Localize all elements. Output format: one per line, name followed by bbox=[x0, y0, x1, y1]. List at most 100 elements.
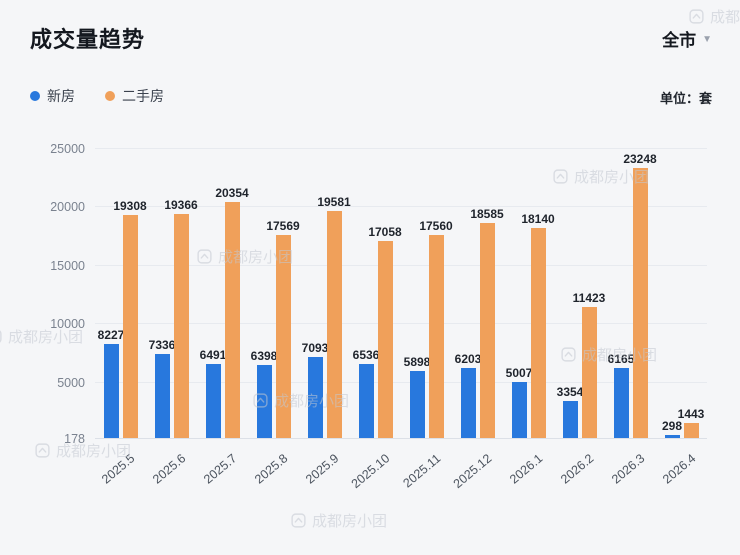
gridline bbox=[95, 148, 707, 149]
bar-column: 7336 bbox=[149, 339, 175, 438]
bar-value-label: 11423 bbox=[572, 290, 606, 305]
bar-group-2026.3: 6165 23248 bbox=[605, 148, 657, 438]
bar-group-2025.7: 6491 20354 bbox=[197, 148, 249, 438]
bar-group-2025.6: 7336 19366 bbox=[146, 148, 198, 438]
bar-secondhand-2026.1[interactable] bbox=[530, 228, 546, 438]
bar-new-house-2025.6[interactable] bbox=[154, 354, 170, 438]
watermark-logo-icon bbox=[689, 9, 704, 24]
y-axis-tick-label: 10000 bbox=[50, 317, 85, 332]
bar-column: 23248 bbox=[623, 153, 657, 438]
bar-column: 5007 bbox=[506, 367, 532, 438]
bar-new-house-2025.9[interactable] bbox=[307, 357, 323, 438]
bar-value-label: 18585 bbox=[470, 206, 504, 221]
legend-dot-secondhand bbox=[105, 91, 115, 101]
x-axis-tick-label: 2026.1 bbox=[506, 451, 545, 487]
bar-value-label: 5898 bbox=[403, 355, 431, 370]
bar-value-label: 6165 bbox=[607, 352, 635, 367]
bar-secondhand-2025.10[interactable] bbox=[377, 240, 393, 438]
bar-secondhand-2025.11[interactable] bbox=[428, 234, 444, 438]
bar-column: 7093 bbox=[302, 342, 328, 438]
y-axis-tick-label: 178 bbox=[64, 432, 85, 446]
chevron-down-icon: ▼ bbox=[702, 34, 712, 45]
bar-column: 11423 bbox=[573, 292, 605, 438]
bar-column: 6398 bbox=[251, 350, 277, 438]
bar-secondhand-2025.6[interactable] bbox=[173, 213, 189, 438]
bar-value-label: 5007 bbox=[505, 365, 533, 380]
x-axis-tick-label: 2025.6 bbox=[149, 451, 188, 487]
bar-column: 1443 bbox=[678, 408, 704, 438]
bar-secondhand-2026.3[interactable] bbox=[632, 168, 648, 438]
bar-new-house-2025.11[interactable] bbox=[409, 371, 425, 438]
bar-value-label: 6203 bbox=[454, 351, 482, 366]
bar-column: 19308 bbox=[113, 200, 147, 438]
gridline bbox=[95, 264, 707, 266]
bar-column: 6536 bbox=[353, 349, 379, 438]
bar-value-label: 3354 bbox=[556, 384, 584, 399]
bar-column: 17058 bbox=[368, 226, 402, 438]
x-axis-tick-label: 2025.9 bbox=[302, 451, 341, 487]
legend-item-new-house[interactable]: 新房 bbox=[30, 86, 75, 106]
bar-column: 19366 bbox=[164, 199, 198, 438]
x-axis-tick-label: 2025.12 bbox=[450, 451, 494, 492]
bar-secondhand-2026.2[interactable] bbox=[581, 306, 597, 438]
bar-value-label: 17058 bbox=[368, 224, 402, 239]
bar-value-label: 19308 bbox=[113, 198, 147, 213]
bar-value-label: 6398 bbox=[250, 349, 278, 364]
bar-column: 17560 bbox=[419, 220, 453, 438]
bar-secondhand-2025.5[interactable] bbox=[122, 214, 138, 438]
bar-new-house-2026.1[interactable] bbox=[511, 381, 527, 438]
bar-secondhand-2025.9[interactable] bbox=[326, 211, 342, 438]
bar-value-label: 6536 bbox=[352, 347, 380, 362]
bar-new-house-2026.3[interactable] bbox=[613, 368, 629, 438]
bar-column: 3354 bbox=[557, 386, 583, 438]
bar-column: 18585 bbox=[470, 208, 504, 438]
bar-group-2026.4: 298 1443 bbox=[656, 148, 707, 438]
watermark: 成都房小团 bbox=[688, 6, 740, 27]
bar-column: 6165 bbox=[608, 353, 634, 438]
x-axis-tick-label: 2026.2 bbox=[557, 451, 596, 487]
region-selector[interactable]: 全市 ▼ bbox=[662, 26, 712, 51]
bar-group-2025.10: 6536 17058 bbox=[350, 148, 402, 438]
legend-item-secondhand[interactable]: 二手房 bbox=[105, 86, 164, 106]
bar-group-2025.5: 8227 19308 bbox=[95, 148, 147, 438]
gridline bbox=[95, 381, 707, 383]
bar-secondhand-2025.7[interactable] bbox=[224, 202, 240, 438]
bar-column: 8227 bbox=[98, 329, 124, 438]
legend-label-secondhand: 二手房 bbox=[122, 88, 164, 104]
chart-title: 成交量趋势 bbox=[30, 27, 146, 52]
bar-new-house-2025.7[interactable] bbox=[205, 364, 221, 438]
bar-new-house-2025.8[interactable] bbox=[256, 365, 272, 438]
bar-secondhand-2025.8[interactable] bbox=[275, 234, 291, 438]
bar-value-label: 1443 bbox=[677, 407, 705, 422]
bar-secondhand-2025.12[interactable] bbox=[479, 222, 495, 438]
bar-group-2026.1: 5007 18140 bbox=[503, 148, 555, 438]
bar-new-house-2026.2[interactable] bbox=[562, 400, 578, 438]
watermark-logo-icon bbox=[291, 513, 306, 528]
bar-value-label: 17560 bbox=[419, 218, 453, 233]
chart-plot-area: 8227 19308 7336 19366 6491 20354 6398 17569 7093… bbox=[95, 148, 707, 439]
bar-column: 298 bbox=[662, 420, 682, 438]
x-axis-tick-label: 2025.11 bbox=[399, 451, 443, 491]
bar-value-label: 17569 bbox=[266, 218, 300, 233]
x-axis-tick-label: 2026.4 bbox=[659, 451, 698, 487]
y-axis-tick-label: 20000 bbox=[50, 200, 85, 215]
bar-value-label: 18140 bbox=[521, 212, 555, 227]
bar-new-house-2025.5[interactable] bbox=[103, 343, 119, 438]
bar-column: 19581 bbox=[317, 196, 351, 438]
bar-secondhand-2026.4[interactable] bbox=[683, 423, 699, 438]
y-axis-tick-label: 15000 bbox=[50, 258, 85, 273]
bar-new-house-2026.4[interactable] bbox=[664, 435, 680, 438]
x-axis-tick-label: 2026.3 bbox=[608, 451, 647, 487]
gridline bbox=[95, 438, 707, 439]
bar-group-2025.12: 6203 18585 bbox=[452, 148, 504, 438]
bar-group-2025.8: 6398 17569 bbox=[248, 148, 300, 438]
bar-new-house-2025.12[interactable] bbox=[460, 367, 476, 438]
x-axis-tick-label: 2025.7 bbox=[200, 451, 239, 487]
bar-value-label: 7336 bbox=[148, 338, 176, 353]
bar-column: 18140 bbox=[521, 213, 555, 438]
region-selector-label: 全市 bbox=[662, 31, 697, 50]
gridline bbox=[95, 206, 707, 208]
watermark-text: 成都房小团 bbox=[710, 9, 740, 26]
bar-new-house-2025.10[interactable] bbox=[358, 363, 374, 438]
